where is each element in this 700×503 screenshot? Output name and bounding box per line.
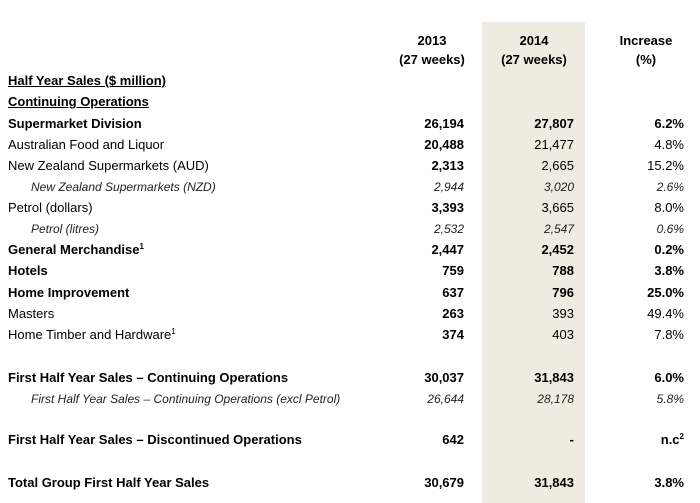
value-2013: 2,944 xyxy=(433,180,464,194)
table-row: Total Group First Half Year Sales 30,679… xyxy=(0,473,700,493)
table-row: Australian Food and Liquor 20,488 21,477… xyxy=(0,135,700,155)
row-label: Masters xyxy=(8,306,55,321)
value-increase: 49.4% xyxy=(647,306,684,321)
header-increase-title: Increase xyxy=(619,33,673,48)
table-row: New Zealand Supermarkets (AUD) 2,313 2,6… xyxy=(0,156,700,176)
row-label: First Half Year Sales – Discontinued Ope… xyxy=(8,432,302,447)
table-row: New Zealand Supermarkets (NZD) 2,944 3,0… xyxy=(0,177,700,197)
value-increase: 4.8% xyxy=(654,137,684,152)
value-2014: 788 xyxy=(552,263,574,278)
value-2013: 374 xyxy=(442,327,464,342)
row-label: Supermarket Division xyxy=(8,116,142,131)
row-label: Petrol (litres) xyxy=(31,222,100,236)
table-row: General Merchandise1 2,447 2,452 0.2% xyxy=(0,240,700,260)
row-label: General Merchandise1 xyxy=(8,240,144,260)
value-increase: 8.0% xyxy=(654,200,684,215)
value-increase: 5.8% xyxy=(656,392,684,406)
value-2014: 393 xyxy=(552,306,574,321)
value-increase: 3.8% xyxy=(654,263,684,278)
value-increase: n.c2 xyxy=(610,430,684,450)
subsection-title-row: Continuing Operations xyxy=(0,92,700,112)
row-label: New Zealand Supermarkets (AUD) xyxy=(8,158,209,173)
table-row: Petrol (litres) 2,532 2,547 0.6% xyxy=(0,219,700,239)
value-2014: 403 xyxy=(552,327,574,342)
row-label: Total Group First Half Year Sales xyxy=(8,475,210,490)
table-row: Home Timber and Hardware1 374 403 7.8% xyxy=(0,325,700,345)
value-increase: 25.0% xyxy=(647,285,684,300)
value-2013: 30,679 xyxy=(424,475,464,490)
value-increase: 15.2% xyxy=(647,158,684,173)
row-label: Petrol (dollars) xyxy=(8,200,93,215)
section-title-row: Half Year Sales ($ million) xyxy=(0,71,700,91)
row-label: Australian Food and Liquor xyxy=(8,137,165,152)
value-2013: 2,532 xyxy=(433,222,464,236)
value-2014: 796 xyxy=(552,285,574,300)
value-2013: 26,644 xyxy=(427,392,464,406)
header-2014-weeks: (27 weeks) xyxy=(501,52,567,67)
value-2013: 2,313 xyxy=(431,158,464,173)
row-label: New Zealand Supermarkets (NZD) xyxy=(31,180,216,194)
header-increase: Increase (%) xyxy=(608,31,684,69)
value-2013: 637 xyxy=(442,285,464,300)
value-increase: 2.6% xyxy=(656,180,684,194)
footnote-marker: 1 xyxy=(139,242,144,251)
value-increase: 7.8% xyxy=(654,327,684,342)
value-2014: 31,843 xyxy=(534,370,574,385)
value-2013: 30,037 xyxy=(424,370,464,385)
row-label: First Half Year Sales – Continuing Opera… xyxy=(8,370,289,385)
value-2014: - xyxy=(569,432,574,447)
row-label-text: General Merchandise xyxy=(8,242,140,257)
header-increase-unit: (%) xyxy=(635,52,657,67)
table-row: Hotels 759 788 3.8% xyxy=(0,261,700,281)
value-2013: 26,194 xyxy=(424,116,464,131)
column-2014-shading xyxy=(482,22,585,503)
row-label: Home Timber and Hardware1 xyxy=(8,325,176,345)
header-2013: 2013 (27 weeks) xyxy=(392,31,472,69)
value-2013: 3,393 xyxy=(431,200,464,215)
value-2014: 21,477 xyxy=(534,137,574,152)
value-2014: 2,547 xyxy=(543,222,574,236)
header-2014-year: 2014 xyxy=(519,33,549,48)
row-label: First Half Year Sales – Continuing Opera… xyxy=(31,392,341,406)
footnote-marker: 2 xyxy=(679,432,684,441)
value-2014: 3,020 xyxy=(543,180,574,194)
value-2013: 2,447 xyxy=(431,242,464,257)
value-2013: 20,488 xyxy=(424,137,464,152)
value-2013: 642 xyxy=(442,432,464,447)
value-2014: 28,178 xyxy=(537,392,574,406)
table-row: First Half Year Sales – Continuing Opera… xyxy=(0,368,700,388)
section-title: Half Year Sales ($ million) xyxy=(8,73,166,88)
subsection-title: Continuing Operations xyxy=(8,94,149,109)
row-label: Hotels xyxy=(8,263,48,278)
header-2014: 2014 (27 weeks) xyxy=(493,31,575,69)
value-increase: 6.0% xyxy=(654,370,684,385)
value-2014: 27,807 xyxy=(534,116,574,131)
value-2014: 3,665 xyxy=(541,200,574,215)
table-row: Supermarket Division 26,194 27,807 6.2% xyxy=(0,114,700,134)
value-2014: 2,665 xyxy=(541,158,574,173)
table-row: First Half Year Sales – Discontinued Ope… xyxy=(0,430,700,450)
value-increase: 6.2% xyxy=(654,116,684,131)
header-2013-weeks: (27 weeks) xyxy=(399,52,465,67)
footnote-marker: 1 xyxy=(171,327,176,336)
value-increase: 0.2% xyxy=(654,242,684,257)
value-2014: 2,452 xyxy=(541,242,574,257)
row-label: Home Improvement xyxy=(8,285,130,300)
value-2013: 759 xyxy=(442,263,464,278)
row-label-text: Home Timber and Hardware xyxy=(8,327,172,342)
table-row: First Half Year Sales – Continuing Opera… xyxy=(0,389,700,409)
table-row: Petrol (dollars) 3,393 3,665 8.0% xyxy=(0,198,700,218)
value-increase-text: n.c xyxy=(660,432,680,447)
value-2014: 31,843 xyxy=(534,475,574,490)
value-increase: 3.8% xyxy=(654,475,684,490)
value-increase: 0.6% xyxy=(656,222,684,236)
table-row: Masters 263 393 49.4% xyxy=(0,304,700,324)
table-row: Home Improvement 637 796 25.0% xyxy=(0,283,700,303)
value-2013: 263 xyxy=(442,306,464,321)
header-2013-year: 2013 xyxy=(417,33,447,48)
